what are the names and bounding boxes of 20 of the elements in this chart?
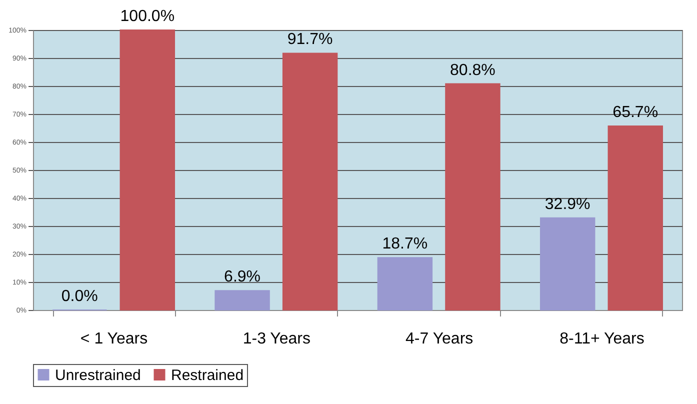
x-tick-label: 8-11+ Years bbox=[560, 330, 644, 348]
legend-label: Unrestrained bbox=[55, 366, 141, 384]
x-tick-label: 1-3 Years bbox=[242, 330, 310, 348]
bar bbox=[120, 30, 176, 310]
data-label: 100.0% bbox=[120, 8, 175, 25]
bar bbox=[540, 217, 596, 310]
bar bbox=[445, 83, 500, 310]
legend-label: Restrained bbox=[171, 366, 244, 384]
bar bbox=[214, 290, 270, 310]
data-label: 18.7% bbox=[382, 236, 428, 253]
data-label: 91.7% bbox=[287, 31, 333, 48]
x-tick-label: 4-7 Years bbox=[406, 330, 474, 348]
bar bbox=[608, 126, 663, 310]
data-label: 6.9% bbox=[224, 268, 261, 286]
data-label: 80.8% bbox=[450, 62, 496, 79]
data-label: 32.9% bbox=[544, 196, 590, 213]
data-label: 0.0% bbox=[61, 288, 98, 305]
x-tick-label: < 1 Years bbox=[80, 330, 148, 348]
bar bbox=[377, 257, 433, 310]
bar bbox=[282, 52, 338, 310]
